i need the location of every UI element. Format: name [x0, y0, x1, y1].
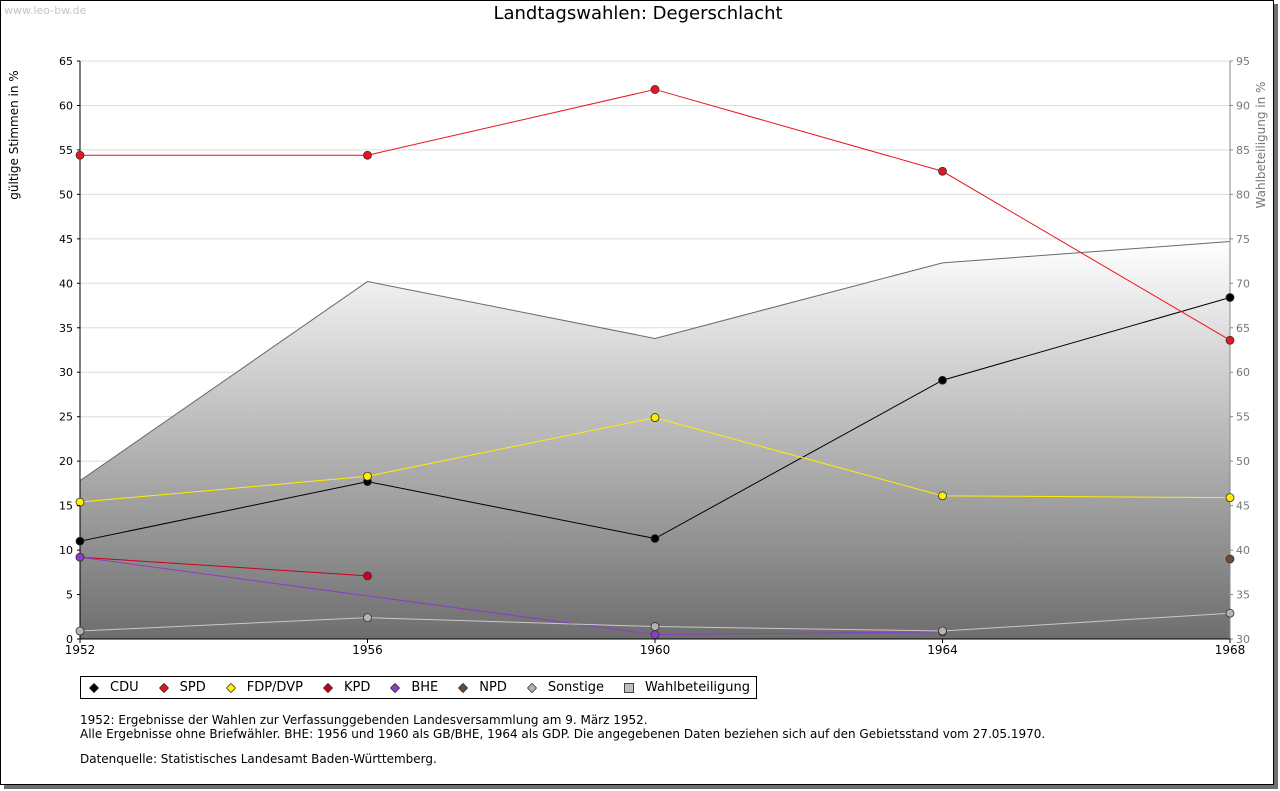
data-point-cdu [1225, 293, 1235, 302]
x-tick-label: 1952 [65, 643, 96, 657]
legend-square-icon [624, 682, 635, 693]
data-point-fdp-dvp [1225, 493, 1235, 503]
y-tick-label-right: 50 [1236, 455, 1250, 468]
data-point-cdu [75, 536, 85, 546]
turnout-line [79, 241, 1231, 482]
y-tick-label-left: 10 [59, 544, 73, 557]
notes: 1952: Ergebnisse der Wahlen zur Verfassu… [80, 713, 1045, 741]
note-line-2: Alle Ergebnisse ohne Briefwähler. BHE: 1… [80, 727, 1046, 741]
x-tick-label: 1956 [352, 643, 383, 657]
y-tick-label-right: 70 [1236, 277, 1250, 290]
data-point-npd [1225, 554, 1235, 564]
data-source: Datenquelle: Statistisches Landesamt Bad… [80, 752, 437, 766]
legend-label: FDP/DVP [246, 680, 303, 695]
legend-label: NPD [479, 680, 507, 695]
series-line-kpd [79, 556, 368, 577]
data-point-kpd [363, 571, 372, 581]
data-point-spd [363, 150, 372, 160]
legend-item: Sonstige [523, 680, 604, 695]
y-tick-label-right: 30 [1236, 633, 1250, 646]
legend-marker-icon [225, 682, 236, 693]
legend-item: SPD [155, 680, 206, 695]
legend-item: Wahlbeteiligung [620, 680, 750, 695]
legend-item: BHE [386, 680, 438, 695]
y-axis-label-right: Wahlbeteiligung in % [1254, 81, 1268, 209]
data-point-cdu [938, 375, 947, 385]
y-tick-label-left: 20 [59, 455, 73, 468]
y-tick-label-right: 60 [1236, 366, 1250, 379]
legend-label: SPD [179, 680, 206, 695]
legend-label: CDU [110, 680, 139, 695]
chart-title: Landtagswahlen: Degerschlacht [493, 3, 783, 24]
y-tick-label-right: 85 [1236, 144, 1250, 157]
y-tick-label-right: 65 [1236, 322, 1250, 335]
y-tick-label-right: 55 [1236, 411, 1250, 424]
y-tick-label-left: 40 [59, 277, 73, 290]
data-point-sonstige [650, 622, 660, 631]
legend-item: FDP/DVP [222, 680, 303, 695]
y-tick-label-right: 75 [1236, 233, 1250, 246]
y-tick-label-left: 50 [59, 188, 73, 201]
note-line-1: 1952: Ergebnisse der Wahlen zur Verfassu… [80, 713, 648, 727]
y-tick-label-left: 45 [59, 233, 73, 246]
x-tick-label: 1968 [1215, 643, 1246, 657]
data-point-spd [650, 85, 660, 94]
legend-label: BHE [411, 680, 439, 695]
data-point-sonstige [938, 626, 947, 636]
y-tick-label-right: 90 [1236, 99, 1250, 112]
legend: CDU SPD FDP/DVP KPD BHE NPD Sonstige Wahlbeteil… [80, 676, 758, 699]
data-point-bhe [650, 630, 660, 639]
y-tick-label-left: 55 [59, 144, 73, 157]
data-point-fdp-dvp [938, 491, 947, 501]
x-tick-label: 1964 [927, 643, 958, 657]
x-tick-label: 1960 [640, 643, 671, 657]
data-point-sonstige [363, 613, 372, 623]
legend-marker-icon [88, 682, 100, 693]
data-point-cdu [650, 534, 660, 543]
data-point-spd [75, 150, 85, 160]
y-tick-label-left: 30 [59, 366, 73, 379]
y-tick-label-left: 35 [59, 322, 73, 335]
legend-label: Sonstige [547, 680, 605, 695]
data-point-sonstige [75, 626, 85, 636]
data-point-fdp-dvp [363, 471, 372, 481]
y-tick-label-left: 0 [66, 633, 73, 646]
legend-label: Wahlbeteiligung [645, 680, 751, 695]
legend-item: NPD [454, 680, 507, 695]
legend-marker-icon [458, 682, 469, 693]
y-tick-label-left: 65 [59, 55, 73, 68]
y-tick-label-left: 15 [59, 500, 73, 513]
data-point-fdp-dvp [75, 497, 85, 507]
legend-marker-icon [158, 682, 169, 693]
data-point-fdp-dvp [650, 413, 660, 422]
data-point-spd [1225, 335, 1235, 345]
y-tick-label-left: 60 [59, 99, 73, 112]
legend-item: CDU [85, 680, 139, 695]
legend-label: KPD [343, 680, 371, 695]
legend-marker-icon [526, 682, 537, 693]
y-tick-label-left: 25 [59, 411, 73, 424]
data-point-bhe [75, 552, 85, 562]
legend-marker-icon [322, 682, 334, 693]
y-axis-label-left: gültige Stimmen in % [7, 70, 21, 200]
data-point-sonstige [1225, 608, 1235, 618]
turnout-area [80, 241, 1230, 639]
legend-item: KPD [319, 680, 370, 695]
y-tick-label-left: 5 [66, 589, 73, 602]
legend-marker-icon [390, 682, 401, 693]
y-tick-label-right: 45 [1236, 500, 1250, 513]
y-tick-label-right: 40 [1236, 544, 1250, 557]
y-tick-label-right: 95 [1236, 55, 1250, 68]
y-tick-label-right: 80 [1236, 188, 1250, 201]
y-tick-label-right: 35 [1236, 589, 1250, 602]
data-point-spd [938, 166, 947, 176]
watermark: www.leo-bw.de [4, 4, 87, 17]
